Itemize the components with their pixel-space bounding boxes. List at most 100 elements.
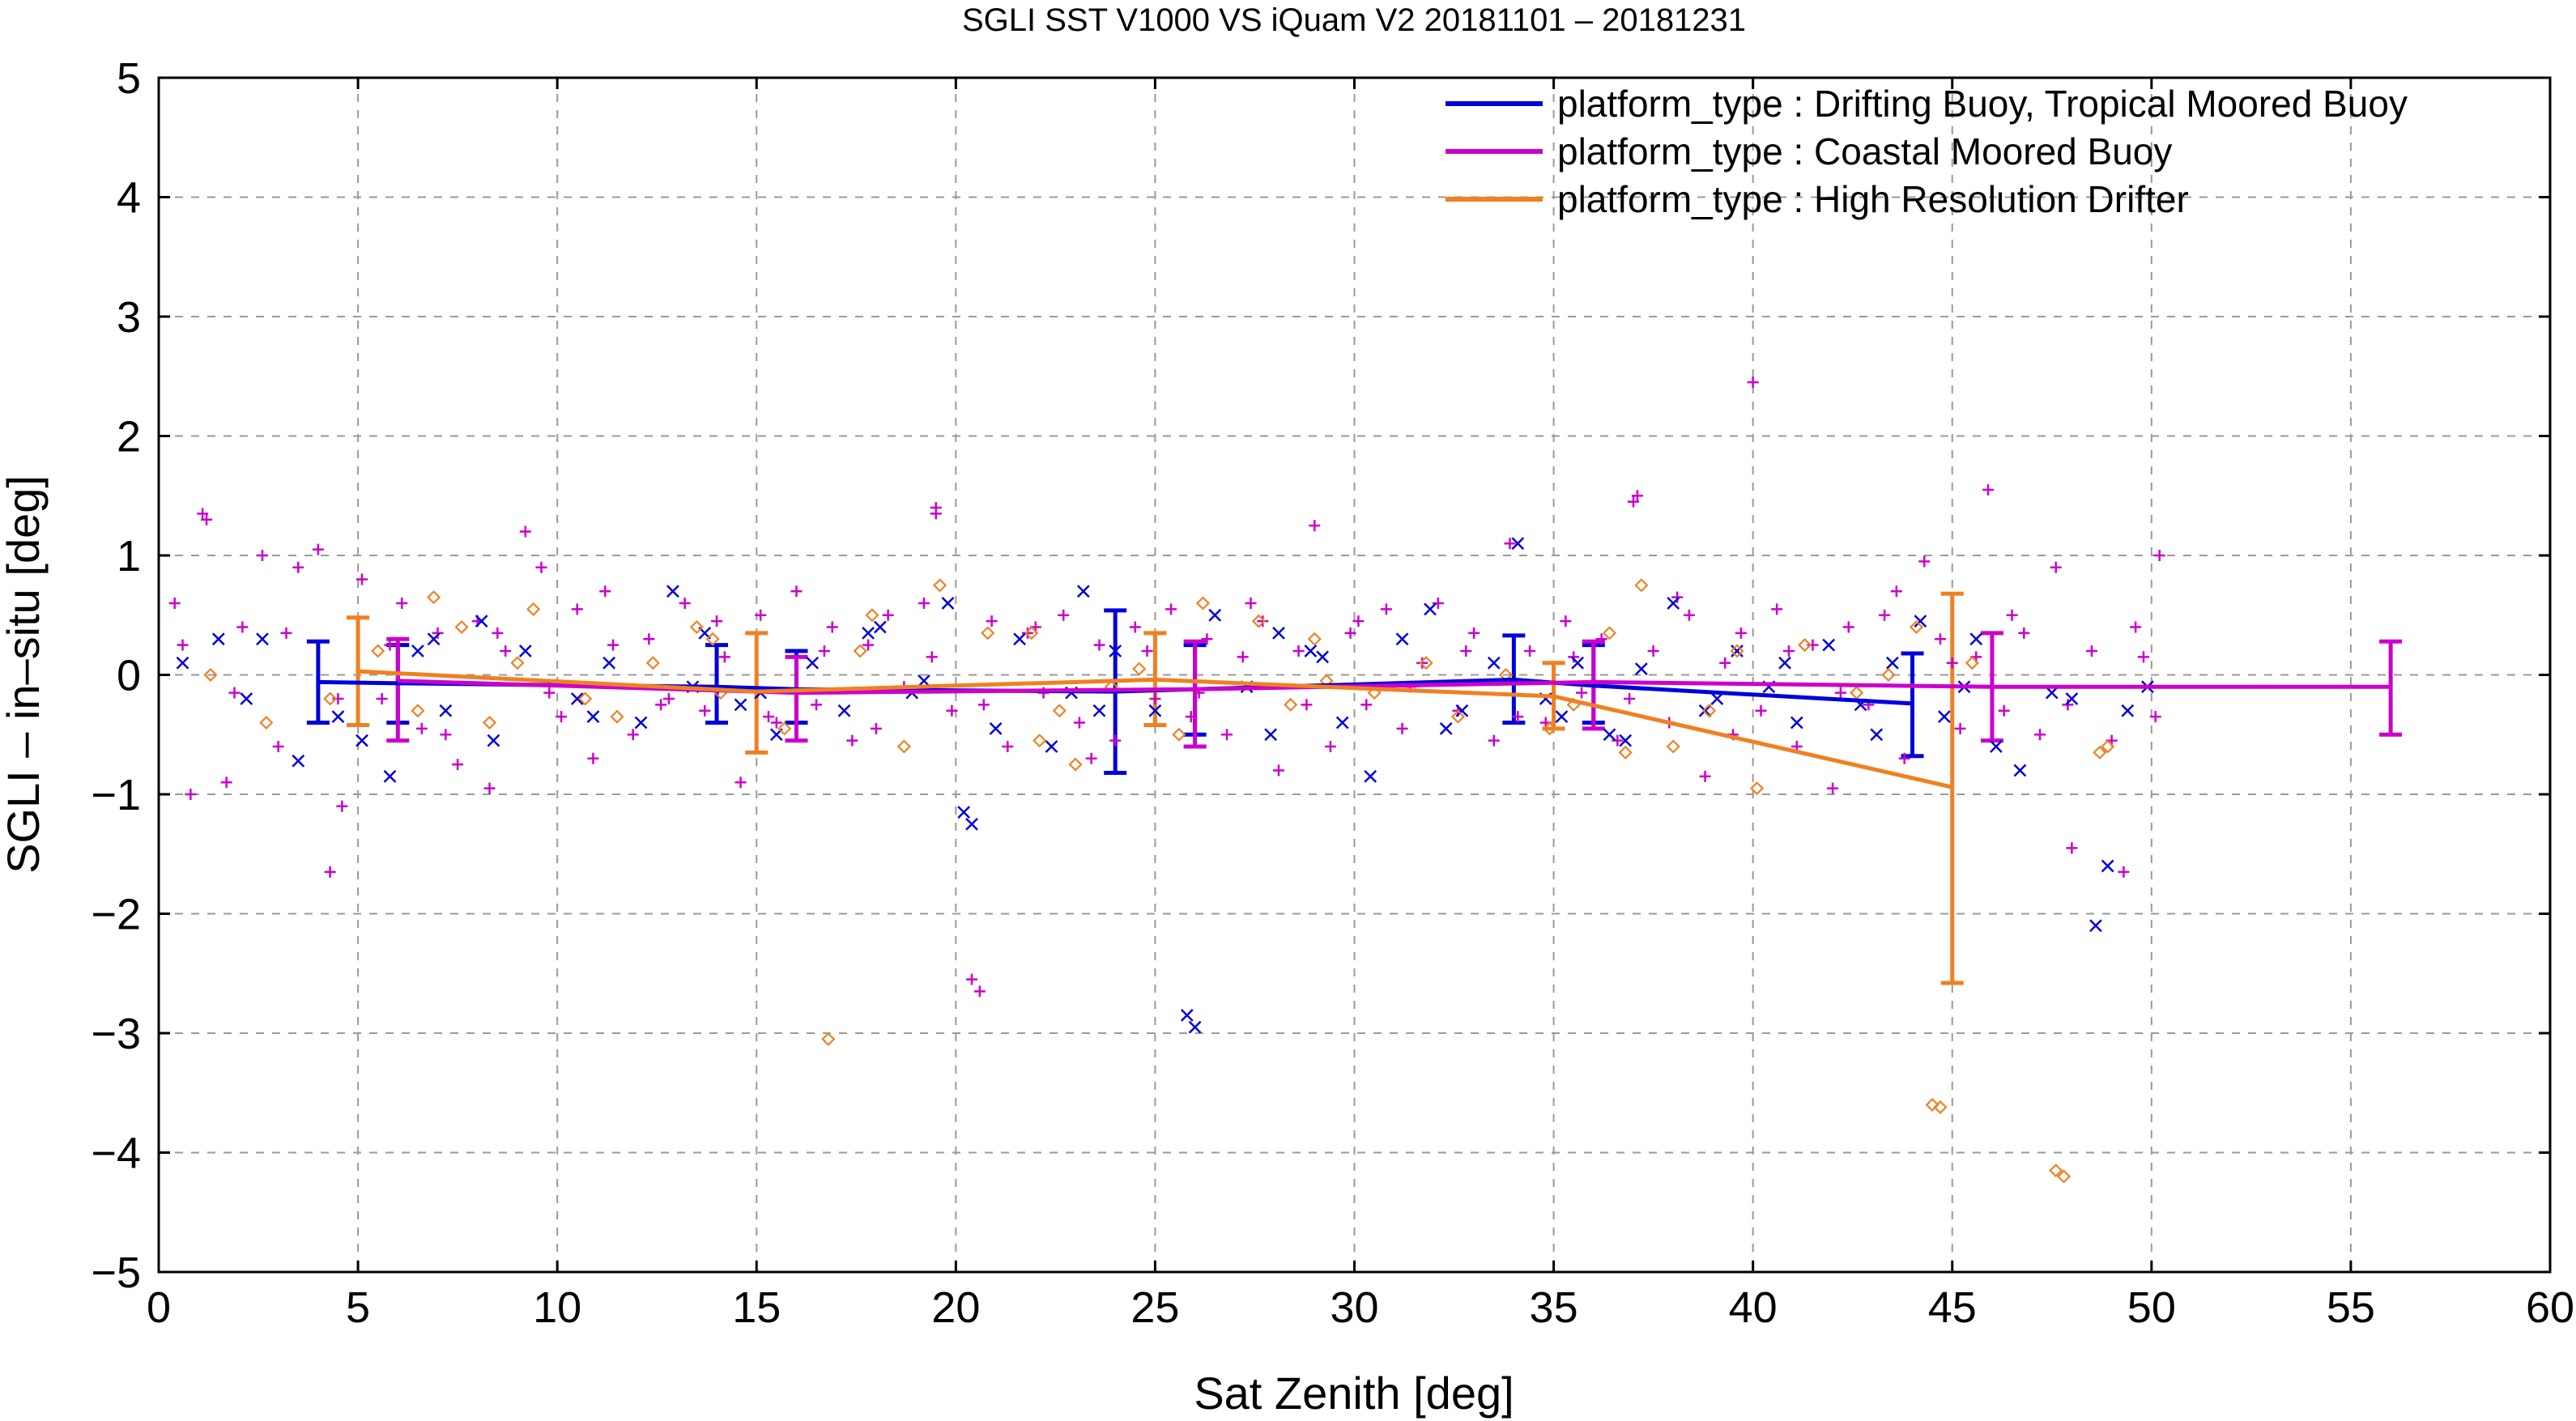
data-point-plus bbox=[332, 693, 344, 704]
data-point-plus bbox=[1827, 782, 1839, 794]
data-point-diamond bbox=[1701, 704, 1717, 718]
x-tick-label: 50 bbox=[2127, 1283, 2176, 1332]
data-point-x bbox=[1180, 1008, 1194, 1022]
data-point-plus bbox=[1416, 657, 1429, 669]
data-point-diamond bbox=[1172, 727, 1186, 742]
y-tick-label: −2 bbox=[91, 891, 141, 939]
data-point-x bbox=[806, 656, 820, 670]
data-point-x bbox=[1092, 704, 1106, 717]
data-point-plus bbox=[1834, 687, 1846, 699]
data-point-x bbox=[1914, 615, 1927, 628]
data-point-plus bbox=[966, 973, 978, 985]
x-tick-label: 30 bbox=[1330, 1283, 1378, 1332]
data-point-x bbox=[1619, 734, 1633, 747]
y-tick-label: 2 bbox=[117, 413, 141, 462]
data-point-plus bbox=[1221, 729, 1233, 741]
data-point-plus bbox=[1292, 645, 1305, 657]
data-point-plus bbox=[587, 752, 599, 764]
data-point-plus bbox=[2034, 729, 2046, 741]
data-point-diamond bbox=[981, 626, 995, 640]
data-point-plus bbox=[1946, 657, 1958, 669]
data-point-diamond bbox=[1933, 1100, 1948, 1115]
data-point-plus bbox=[870, 722, 882, 734]
data-point-plus bbox=[376, 693, 388, 704]
data-point-plus bbox=[1595, 633, 1607, 645]
data-point-plus bbox=[2066, 842, 2078, 854]
data-point-plus bbox=[1360, 699, 1373, 711]
data-point-x bbox=[1304, 645, 1318, 657]
data-point-plus bbox=[1842, 621, 1854, 633]
data-point-plus bbox=[699, 704, 711, 717]
data-point-x bbox=[1188, 1020, 1202, 1034]
data-point-x bbox=[1148, 704, 1162, 717]
data-point-plus bbox=[1699, 770, 1711, 782]
data-point-x bbox=[1424, 602, 1437, 616]
data-point-plus bbox=[1747, 377, 1759, 389]
data-point-x bbox=[331, 710, 345, 724]
y-tick-label: −3 bbox=[91, 1010, 141, 1058]
data-point-x bbox=[989, 721, 1003, 735]
data-point-plus bbox=[930, 502, 942, 513]
data-point-diamond bbox=[203, 667, 218, 683]
data-point-plus bbox=[846, 734, 858, 747]
chart-title: SGLI SST V1000 VS iQuam V2 20181101 – 20… bbox=[962, 2, 1746, 38]
data-point-plus bbox=[1998, 704, 2010, 717]
data-point-plus bbox=[1879, 609, 1891, 621]
data-point-x bbox=[1045, 740, 1058, 753]
data-point-plus bbox=[440, 729, 452, 741]
data-point-diamond bbox=[1251, 614, 1266, 628]
data-point-diamond bbox=[526, 602, 541, 616]
data-point-diamond bbox=[1052, 704, 1067, 718]
data-point-plus bbox=[168, 598, 181, 609]
data-point-diamond bbox=[1909, 619, 1924, 635]
data-point-diamond bbox=[933, 578, 947, 593]
y-tick-label: 0 bbox=[117, 652, 141, 700]
data-point-plus bbox=[1344, 627, 1356, 639]
data-point-plus bbox=[2050, 561, 2062, 573]
data-point-x bbox=[1990, 740, 2003, 753]
data-point-x bbox=[1634, 662, 1648, 676]
data-point-plus bbox=[201, 513, 213, 525]
data-point-diamond bbox=[1419, 656, 1433, 670]
data-point-plus bbox=[790, 585, 803, 598]
data-point-plus bbox=[1149, 693, 1161, 704]
x-tick-label: 20 bbox=[931, 1283, 980, 1332]
x-tick-label: 55 bbox=[2327, 1283, 2375, 1332]
data-point-plus bbox=[1918, 555, 1931, 568]
data-point-x bbox=[411, 645, 424, 657]
data-point-plus bbox=[1719, 657, 1731, 669]
y-tick-label: −1 bbox=[91, 771, 141, 819]
data-point-diamond bbox=[1195, 596, 1211, 611]
data-point-x bbox=[1731, 645, 1744, 657]
y-tick-label: −4 bbox=[91, 1130, 141, 1178]
data-point-x bbox=[2013, 764, 2027, 777]
data-point-diamond bbox=[1024, 626, 1039, 640]
data-point-diamond bbox=[1798, 638, 1812, 653]
data-point-plus bbox=[1245, 598, 1257, 609]
legend-label: platform_type : Drifting Buoy, Tropical … bbox=[1557, 83, 2408, 125]
data-point-plus bbox=[1771, 603, 1783, 615]
data-point-plus bbox=[1165, 603, 1177, 615]
data-point-x bbox=[1395, 632, 1409, 646]
y-tick-label: 4 bbox=[117, 174, 141, 223]
x-tick-label: 25 bbox=[1130, 1283, 1179, 1332]
data-point-plus bbox=[1954, 722, 1966, 734]
data-point-x bbox=[862, 626, 875, 640]
data-point-plus bbox=[946, 704, 958, 717]
data-point-plus bbox=[1890, 585, 1902, 598]
data-point-plus bbox=[1898, 752, 1910, 764]
data-point-plus bbox=[1468, 627, 1480, 639]
x-tick-label: 35 bbox=[1530, 1283, 1578, 1332]
data-point-plus bbox=[1647, 645, 1659, 657]
data-point-x bbox=[176, 656, 189, 670]
data-point-plus bbox=[1524, 645, 1536, 657]
data-point-plus bbox=[543, 687, 556, 699]
data-point-plus bbox=[2137, 651, 2149, 663]
data-point-x bbox=[256, 632, 269, 646]
data-point-plus bbox=[1021, 627, 1033, 639]
data-point-x bbox=[356, 734, 368, 747]
data-point-plus bbox=[324, 866, 336, 878]
data-point-plus bbox=[1093, 639, 1105, 651]
data-point-plus bbox=[384, 639, 396, 651]
